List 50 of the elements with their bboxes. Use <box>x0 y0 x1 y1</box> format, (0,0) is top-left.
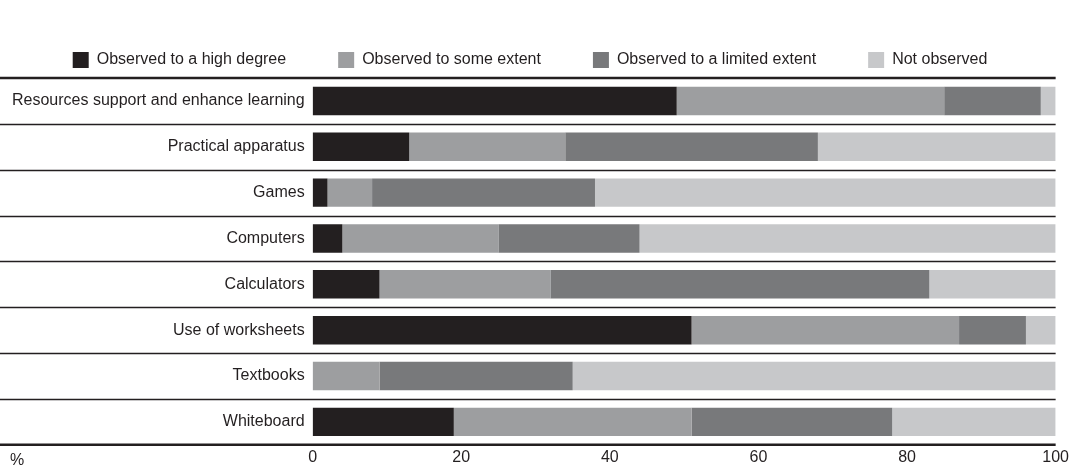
bar <box>342 224 499 253</box>
bar <box>1040 86 1056 116</box>
bar <box>379 361 573 391</box>
bar <box>639 224 1056 253</box>
bar <box>565 132 818 161</box>
x-tick-label: 40 <box>600 447 619 465</box>
y-tick-label: Whiteboard <box>222 412 305 430</box>
bar <box>572 361 1056 391</box>
bar <box>312 407 454 437</box>
bar <box>312 86 677 116</box>
legend-label: Observed to a high degree <box>96 50 287 68</box>
bar <box>372 178 595 207</box>
bar <box>929 270 1056 299</box>
x-tick-label: 20 <box>452 447 471 465</box>
x-axis-title: % <box>10 451 25 469</box>
y-tick-label: Calculators <box>224 274 305 292</box>
bar <box>379 270 551 299</box>
bar <box>312 270 380 299</box>
bar <box>944 86 1041 116</box>
x-tick-label: 80 <box>898 447 917 465</box>
y-tick-label: Games <box>253 183 305 201</box>
bar <box>312 315 692 345</box>
y-tick-label: Textbooks <box>232 366 305 384</box>
x-tick-label: 100 <box>1042 447 1070 465</box>
bar <box>676 86 945 116</box>
bar <box>312 361 380 391</box>
bar <box>312 178 328 207</box>
bar <box>312 132 410 161</box>
bar <box>498 224 640 253</box>
bar <box>1025 315 1056 345</box>
y-tick-label: Use of worksheets <box>173 320 305 338</box>
bar <box>453 407 692 437</box>
bar <box>409 132 566 161</box>
bar <box>550 270 930 299</box>
y-tick-label: Practical apparatus <box>167 137 305 155</box>
bar <box>959 315 1026 345</box>
x-tick-label: 60 <box>749 447 768 465</box>
bar <box>817 132 1056 161</box>
bar <box>892 407 1056 437</box>
x-tick-label: 0 <box>308 447 318 465</box>
bar <box>594 178 1056 207</box>
y-tick-label: Resources support and enhance learning <box>12 91 305 109</box>
legend-label: Not observed <box>892 50 988 68</box>
bar <box>691 407 893 437</box>
bar <box>691 315 960 345</box>
y-tick-label: Computers <box>226 228 305 246</box>
bar <box>327 178 373 207</box>
legend-label: Observed to a limited extent <box>616 50 817 68</box>
legend-label: Observed to some extent <box>362 50 542 68</box>
bar <box>312 224 343 253</box>
